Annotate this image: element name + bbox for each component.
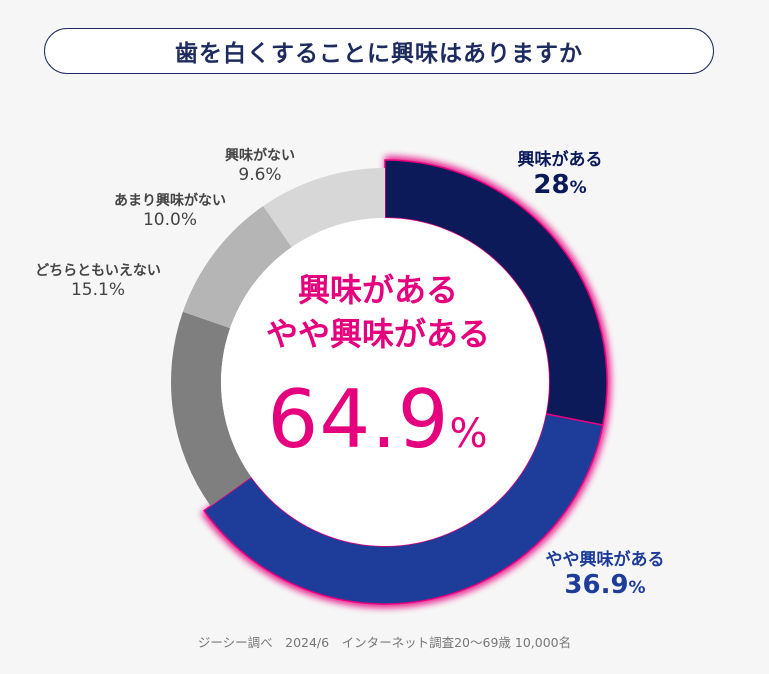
slice-not-interested — [263, 168, 385, 248]
label-not-interested: 興味がない 9.6% — [200, 145, 320, 185]
label-not-much-value: 10.0% — [142, 210, 197, 230]
label-interested-value: 28% — [533, 170, 587, 200]
label-neutral-value: 15.1% — [70, 280, 125, 300]
label-somewhat: やや興味がある 36.9% — [530, 545, 680, 600]
center-line-1: 興味がある — [297, 271, 458, 309]
label-not-interested-value: 9.6% — [238, 165, 282, 185]
slice-not-much — [182, 206, 292, 329]
label-not-interested-name: 興味がない — [225, 148, 295, 164]
label-interested-name: 興味がある — [517, 150, 603, 170]
slice-neutral — [170, 311, 252, 507]
donut-slices — [170, 159, 608, 605]
center-line-2: やや興味がある — [265, 315, 490, 353]
title-banner: 歯を白くすることに興味はありますか — [44, 28, 714, 74]
label-neutral: どちらともいえない 15.1% — [18, 260, 178, 300]
label-not-much-name: あまり興味がない — [114, 193, 226, 209]
label-somewhat-value: 36.9% — [564, 570, 646, 600]
label-somewhat-name: やや興味がある — [545, 550, 665, 570]
label-neutral-name: どちらともいえない — [35, 263, 161, 279]
label-not-much: あまり興味がない 10.0% — [85, 190, 255, 230]
slice-somewhat-interested — [203, 412, 604, 605]
donut-hole — [221, 218, 549, 546]
source-note: ジーシー調べ 2024/6 インターネット調査20～69歳 10,000名 — [197, 635, 572, 650]
center-summary: 興味がある やや興味がある 64.9% — [218, 268, 538, 484]
label-interested: 興味がある 28% — [500, 145, 620, 200]
chart-title: 歯を白くすることに興味はありますか — [175, 41, 583, 67]
center-total-value: 64.9% — [267, 373, 489, 466]
